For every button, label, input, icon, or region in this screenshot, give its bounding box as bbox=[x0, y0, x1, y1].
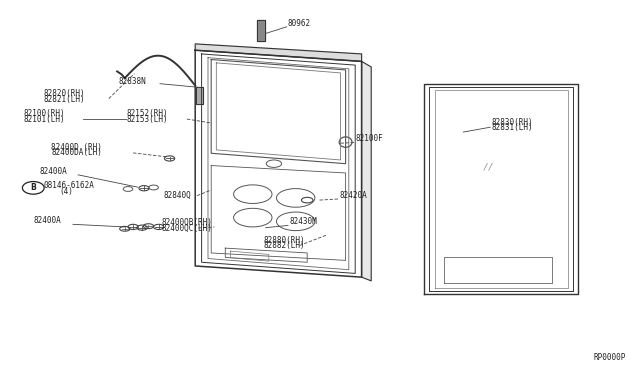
Text: 82101(LH): 82101(LH) bbox=[23, 115, 65, 124]
Text: 80962: 80962 bbox=[288, 19, 311, 28]
Polygon shape bbox=[362, 61, 371, 281]
Text: 82430M: 82430M bbox=[289, 217, 317, 226]
Text: 08146-6162A: 08146-6162A bbox=[44, 181, 94, 190]
Text: 82400QC(LH): 82400QC(LH) bbox=[161, 224, 212, 232]
Text: 82152(RH): 82152(RH) bbox=[126, 109, 168, 118]
Text: RP0000P: RP0000P bbox=[593, 353, 626, 362]
Text: 82400D (RH): 82400D (RH) bbox=[51, 143, 102, 152]
Text: 82820(RH): 82820(RH) bbox=[44, 89, 85, 98]
Text: 82830(RH): 82830(RH) bbox=[492, 118, 533, 126]
Text: B: B bbox=[31, 183, 36, 192]
Polygon shape bbox=[195, 44, 362, 61]
Polygon shape bbox=[196, 87, 203, 104]
Text: 82880(RH): 82880(RH) bbox=[264, 235, 305, 244]
Text: 82838N: 82838N bbox=[118, 77, 146, 86]
Text: 82100(RH): 82100(RH) bbox=[23, 109, 65, 118]
Text: 82400DA(LH): 82400DA(LH) bbox=[51, 148, 102, 157]
Text: / /: / / bbox=[483, 163, 492, 172]
Text: 82400QB(RH): 82400QB(RH) bbox=[161, 218, 212, 227]
Text: 82400A: 82400A bbox=[40, 167, 67, 176]
Text: 82400A: 82400A bbox=[33, 216, 61, 225]
Text: 82100F: 82100F bbox=[355, 134, 383, 143]
Text: 82821(LH): 82821(LH) bbox=[44, 94, 85, 103]
Text: 82831(LH): 82831(LH) bbox=[492, 123, 533, 132]
Text: 82420A: 82420A bbox=[339, 191, 367, 200]
Text: (4): (4) bbox=[59, 187, 73, 196]
Text: 82840Q: 82840Q bbox=[163, 191, 191, 200]
Text: 82882(LH): 82882(LH) bbox=[264, 241, 305, 250]
Polygon shape bbox=[257, 20, 265, 41]
Text: 82153(LH): 82153(LH) bbox=[126, 115, 168, 124]
